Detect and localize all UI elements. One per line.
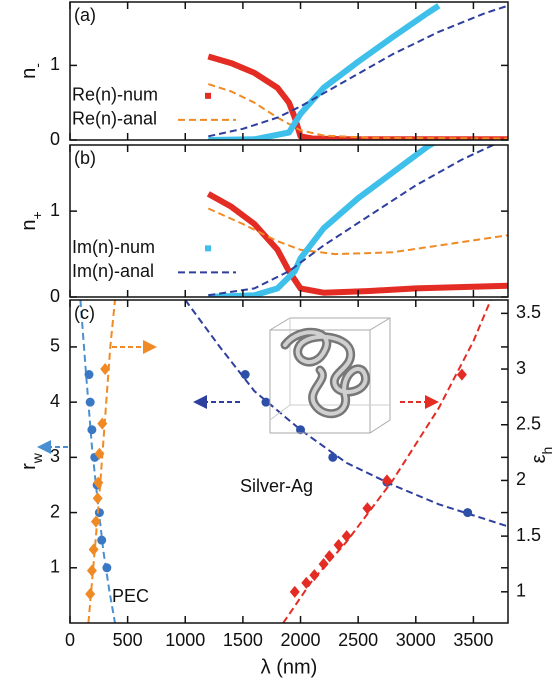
- series-line: [208, 209, 508, 255]
- y-axis-label-base: n: [18, 68, 40, 79]
- annotation: Silver-Ag: [240, 476, 313, 496]
- x-tick-label: 500: [113, 630, 143, 650]
- y2-axis-label: εh: [528, 447, 554, 464]
- y-axis-label: n+: [18, 211, 44, 230]
- point: [290, 586, 300, 598]
- y2-tick-label: 2: [516, 469, 526, 489]
- point: [342, 530, 352, 542]
- y-axis-label-sub: +: [29, 211, 45, 219]
- legend-label: Re(n)-anal: [72, 109, 157, 129]
- point: [334, 539, 344, 551]
- panel-label: (c): [74, 303, 95, 323]
- legend-marker: [205, 245, 211, 251]
- point: [87, 425, 96, 434]
- x-tick-label: 3000: [396, 630, 436, 650]
- point: [102, 563, 111, 572]
- point: [324, 550, 334, 562]
- series-line: [208, 194, 508, 293]
- x-tick-label: 2500: [338, 630, 378, 650]
- y-tick-label: 1: [50, 557, 60, 577]
- y-tick-label: 2: [50, 501, 60, 521]
- axis-arrows: [44, 347, 432, 447]
- series-line: [185, 300, 508, 526]
- panel-label: (b): [74, 148, 96, 168]
- y2-tick-label: 3.5: [516, 302, 541, 322]
- y2-axis-label-base: ε: [528, 454, 550, 463]
- x-axis-label: λ (nm): [261, 656, 318, 678]
- point: [97, 536, 106, 545]
- point: [362, 502, 372, 514]
- point: [319, 558, 329, 570]
- point: [85, 370, 94, 379]
- helix-inset: [270, 318, 390, 433]
- point: [309, 569, 319, 581]
- y2-tick-label: 3: [516, 358, 526, 378]
- point: [261, 398, 270, 407]
- y-axis-label-sub: -: [29, 63, 45, 68]
- axes-frame: [70, 300, 508, 623]
- y-axis-label: n-: [18, 63, 44, 79]
- x-tick-label: 2000: [281, 630, 321, 650]
- x-tick-label: 1000: [165, 630, 205, 650]
- series-line: [208, 138, 508, 295]
- legend-marker: [205, 93, 211, 99]
- plot-area: [208, 6, 508, 140]
- annotation: PEC: [112, 586, 149, 606]
- x-tick-label: 0: [65, 630, 75, 650]
- legend-label: Im(n)-anal: [72, 261, 154, 281]
- y-tick-label: 1: [50, 200, 60, 220]
- figure: 01Re(n)-numRe(n)-anal(a)n-01Im(n)-numIm(…: [0, 0, 554, 686]
- point: [89, 543, 99, 555]
- point: [328, 453, 337, 462]
- y-tick-label: 3: [50, 446, 60, 466]
- y-tick-label: 1: [50, 54, 60, 74]
- series-line: [208, 6, 438, 140]
- plot-area: [208, 138, 508, 297]
- point: [93, 492, 103, 504]
- y2-tick-label: 2.5: [516, 413, 541, 433]
- point: [91, 516, 101, 528]
- point: [87, 565, 97, 577]
- point: [241, 370, 250, 379]
- x-tick-label: 1500: [223, 630, 263, 650]
- y-tick-label: 4: [50, 391, 60, 411]
- y-tick-label: 5: [50, 336, 60, 356]
- point: [463, 508, 472, 517]
- point: [95, 508, 104, 517]
- point: [85, 588, 95, 600]
- point: [86, 398, 95, 407]
- legend-label: Im(n)-num: [72, 237, 155, 257]
- series-line: [208, 57, 508, 140]
- y-tick-label: 0: [50, 286, 60, 306]
- x-tick-label: 3500: [453, 630, 493, 650]
- y2-tick-label: 1: [516, 581, 526, 601]
- y-axis-label-sub: w: [29, 452, 45, 464]
- panel-label: (a): [74, 5, 96, 25]
- y-tick-label: 0: [50, 129, 60, 149]
- y2-tick-label: 1.5: [516, 525, 541, 545]
- point: [301, 577, 311, 589]
- y-axis-label: rw: [18, 452, 44, 470]
- series-line: [208, 84, 508, 138]
- y2-axis-label-sub: h: [539, 447, 554, 455]
- y-axis-label-base: n: [18, 220, 40, 231]
- legend-label: Re(n)-num: [72, 85, 158, 105]
